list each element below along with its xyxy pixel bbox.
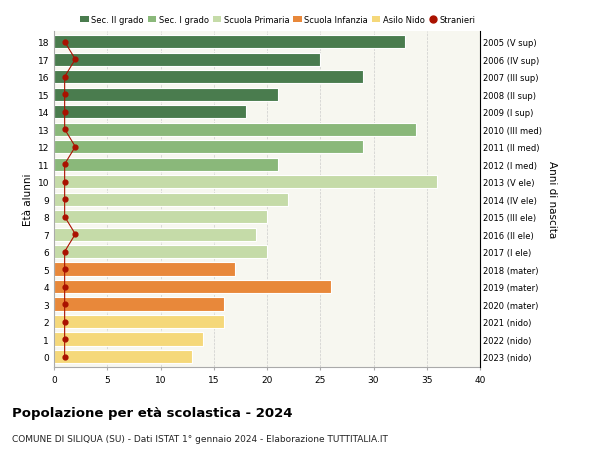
Bar bbox=[54, 36, 406, 49]
Point bbox=[60, 179, 70, 186]
Point bbox=[60, 353, 70, 360]
Text: COMUNE DI SILIQUA (SU) - Dati ISTAT 1° gennaio 2024 - Elaborazione TUTTITALIA.IT: COMUNE DI SILIQUA (SU) - Dati ISTAT 1° g… bbox=[12, 434, 388, 443]
Point bbox=[60, 318, 70, 325]
Point bbox=[60, 213, 70, 221]
Point bbox=[60, 74, 70, 81]
Bar bbox=[54, 350, 193, 363]
Point bbox=[60, 283, 70, 291]
Bar bbox=[54, 193, 289, 206]
Legend: Sec. II grado, Sec. I grado, Scuola Primaria, Scuola Infanzia, Asilo Nido, Stran: Sec. II grado, Sec. I grado, Scuola Prim… bbox=[80, 16, 476, 25]
Point bbox=[71, 144, 80, 151]
Bar bbox=[54, 158, 278, 171]
Bar bbox=[54, 298, 224, 311]
Point bbox=[60, 266, 70, 273]
Bar bbox=[54, 176, 437, 189]
Bar bbox=[54, 228, 256, 241]
Bar bbox=[54, 315, 224, 328]
Point bbox=[60, 248, 70, 256]
Point bbox=[71, 56, 80, 64]
Point bbox=[60, 336, 70, 343]
Bar bbox=[54, 123, 416, 136]
Y-axis label: Età alunni: Età alunni bbox=[23, 174, 34, 226]
Point bbox=[60, 196, 70, 203]
Bar bbox=[54, 280, 331, 293]
Point bbox=[60, 39, 70, 46]
Bar bbox=[54, 333, 203, 346]
Text: Popolazione per età scolastica - 2024: Popolazione per età scolastica - 2024 bbox=[12, 406, 293, 419]
Point bbox=[60, 301, 70, 308]
Bar bbox=[54, 89, 278, 101]
Bar bbox=[54, 211, 267, 224]
Point bbox=[60, 109, 70, 116]
Bar bbox=[54, 106, 246, 119]
Point bbox=[60, 161, 70, 168]
Point bbox=[60, 91, 70, 99]
Point bbox=[71, 231, 80, 238]
Bar bbox=[54, 71, 363, 84]
Bar bbox=[54, 54, 320, 67]
Point bbox=[60, 126, 70, 134]
Bar bbox=[54, 263, 235, 276]
Y-axis label: Anni di nascita: Anni di nascita bbox=[547, 161, 557, 238]
Bar bbox=[54, 141, 363, 154]
Bar bbox=[54, 246, 267, 258]
